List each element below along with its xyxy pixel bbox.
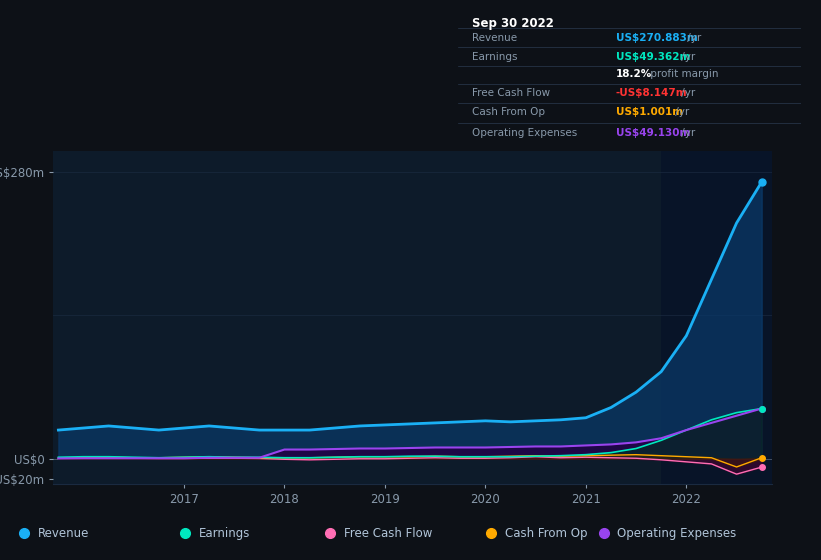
Text: Revenue: Revenue bbox=[472, 33, 517, 43]
Text: Free Cash Flow: Free Cash Flow bbox=[472, 88, 550, 98]
Text: Cash From Op: Cash From Op bbox=[505, 527, 587, 540]
Text: /yr: /yr bbox=[678, 128, 695, 138]
Text: US$270.883m: US$270.883m bbox=[616, 33, 698, 43]
Text: /yr: /yr bbox=[684, 33, 701, 43]
Text: Free Cash Flow: Free Cash Flow bbox=[344, 527, 432, 540]
Text: Operating Expenses: Operating Expenses bbox=[472, 128, 577, 138]
Text: Sep 30 2022: Sep 30 2022 bbox=[472, 17, 553, 30]
Text: /yr: /yr bbox=[672, 108, 689, 117]
Text: US$1.001m: US$1.001m bbox=[616, 108, 683, 117]
Text: profit margin: profit margin bbox=[647, 69, 718, 79]
Bar bbox=[661, 151, 791, 484]
Text: Revenue: Revenue bbox=[38, 527, 89, 540]
Text: Earnings: Earnings bbox=[472, 53, 517, 62]
Text: -US$8.147m: -US$8.147m bbox=[616, 88, 688, 98]
Text: Cash From Op: Cash From Op bbox=[472, 108, 545, 117]
Text: 18.2%: 18.2% bbox=[616, 69, 652, 79]
Text: US$49.362m: US$49.362m bbox=[616, 53, 690, 62]
Text: /yr: /yr bbox=[678, 53, 695, 62]
Text: US$49.130m: US$49.130m bbox=[616, 128, 690, 138]
Text: /yr: /yr bbox=[678, 88, 695, 98]
Text: Earnings: Earnings bbox=[199, 527, 250, 540]
Text: Operating Expenses: Operating Expenses bbox=[617, 527, 736, 540]
